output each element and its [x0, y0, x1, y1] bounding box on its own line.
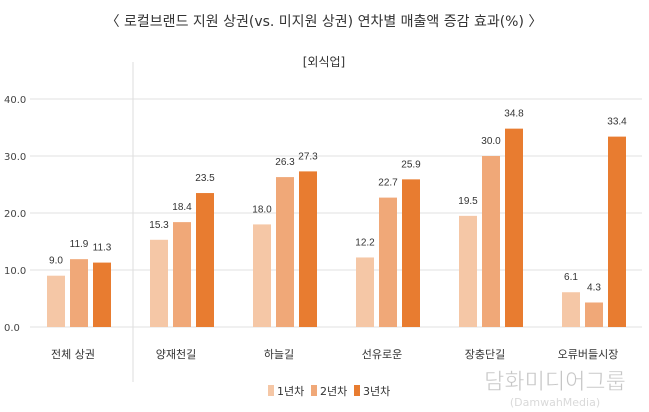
chart-subtitle: [외식업]	[303, 55, 345, 69]
bar	[150, 239, 168, 327]
legend-swatch	[354, 385, 360, 396]
legend-swatch	[268, 385, 274, 396]
data-label: 19.5	[458, 196, 478, 207]
watermark-logo-text: 담화미디어그룹	[484, 370, 626, 395]
bar	[93, 262, 111, 327]
bar	[608, 136, 626, 327]
bar	[196, 193, 214, 327]
y-axis: 0.0 10.0 20.0 30.0 40.0	[4, 95, 26, 334]
bar	[505, 128, 523, 327]
data-label: 26.3	[275, 157, 295, 168]
bar	[459, 215, 477, 327]
data-label: 18.0	[252, 204, 272, 215]
gridlines	[30, 98, 642, 328]
y-tick-label: 30.0	[4, 152, 26, 163]
data-label: 9.0	[49, 256, 63, 267]
legend: 1년차 2년차 3년차	[268, 385, 390, 398]
x-tick-label: 장충단길	[465, 348, 505, 361]
watermark: 담화미디어그룹 (DamwahMedia)	[484, 370, 626, 409]
legend-label: 3년차	[363, 385, 390, 398]
data-label: 22.7	[378, 178, 398, 189]
bar	[402, 179, 420, 327]
data-label: 11.3	[93, 243, 112, 254]
data-label: 15.3	[149, 220, 169, 231]
bar	[562, 292, 580, 327]
data-label: 27.3	[298, 151, 318, 162]
legend-label: 2년차	[320, 385, 347, 398]
legend-label: 1년차	[277, 385, 304, 398]
x-tick-label: 전체 상권	[51, 348, 95, 361]
data-label: 11.9	[70, 239, 89, 250]
y-tick-label: 10.0	[4, 266, 26, 277]
y-tick-label: 40.0	[4, 95, 26, 106]
bars: 9.0 11.9 11.3 15.318.4 23.5 18.0 26.327.3 12.2 2…	[47, 109, 627, 327]
data-label: 18.4	[172, 202, 192, 213]
x-tick-label: 양재천길	[156, 347, 196, 361]
x-tick-label: 오류버들시장	[558, 348, 619, 361]
bar	[356, 257, 374, 327]
x-tick-label: 선유로운	[362, 348, 402, 361]
watermark-text: (DamwahMedia)	[510, 396, 600, 409]
bar	[482, 156, 500, 327]
data-label: 23.5	[195, 173, 215, 184]
bar	[276, 177, 294, 327]
chart-title: 〈 로컬브랜드 지원 상권(vs. 미지원 상권) 연차별 매출액 증감 효과(…	[106, 14, 543, 30]
legend-swatch	[311, 385, 317, 396]
data-label: 4.3	[587, 282, 601, 293]
bar	[47, 275, 65, 327]
x-axis: 전체 상권 양재천길 하늘길 선유로운 장충단길 오류버들시장	[51, 347, 618, 361]
data-label: 30.0	[481, 136, 501, 147]
data-label: 12.2	[355, 237, 375, 248]
y-tick-label: 0.0	[4, 323, 20, 334]
bar	[299, 171, 317, 327]
bar	[585, 302, 603, 327]
x-tick-label: 하늘길	[264, 347, 294, 361]
y-tick-label: 20.0	[4, 209, 26, 220]
data-label: 34.8	[504, 109, 524, 120]
bar	[70, 259, 88, 327]
data-label: 33.4	[607, 117, 627, 128]
bar	[253, 224, 271, 327]
bar	[173, 222, 191, 327]
bar	[379, 197, 397, 327]
data-label: 6.1	[564, 272, 578, 283]
data-label: 25.9	[401, 159, 421, 170]
